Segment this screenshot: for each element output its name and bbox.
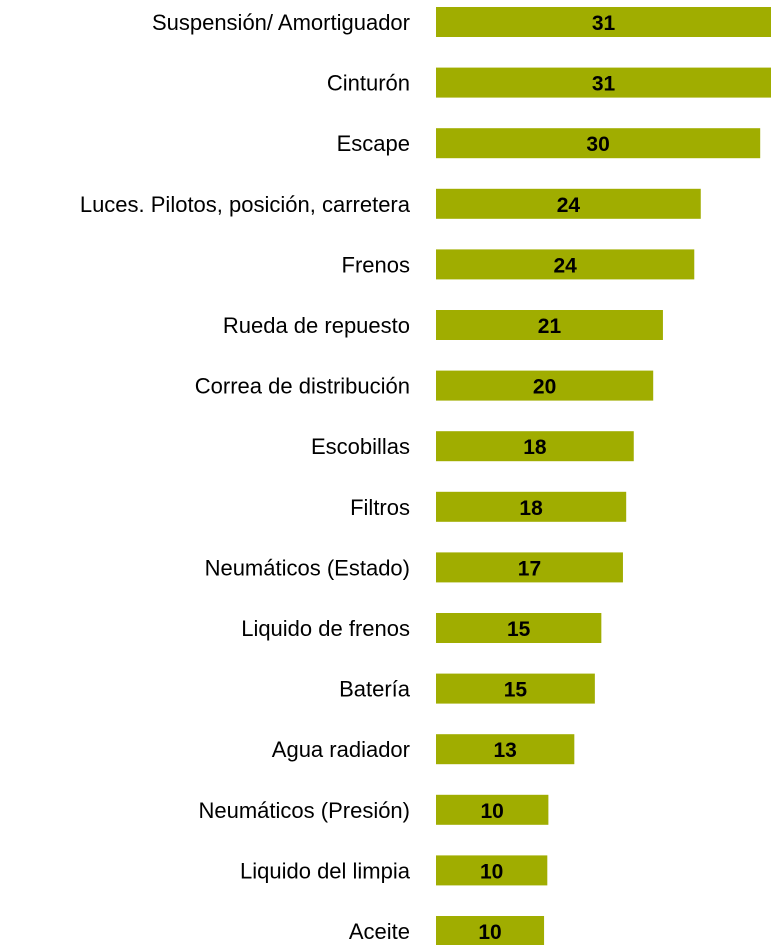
- bar: [436, 673, 595, 704]
- bars: [436, 7, 771, 945]
- bar-value-label: 24: [553, 254, 577, 277]
- bar-value-label: 10: [480, 860, 503, 883]
- bar: [436, 613, 602, 643]
- bar-value-label: 10: [478, 921, 501, 944]
- bar-value-label: 13: [493, 739, 516, 762]
- bar-value-label: 20: [533, 376, 556, 399]
- bar: [436, 855, 548, 886]
- bar-value-label: 31: [592, 12, 616, 35]
- bar: [436, 734, 575, 765]
- category-label: Agua radiador: [272, 737, 410, 762]
- category-label: Aceite: [349, 919, 410, 944]
- bar-value-label: 15: [504, 679, 528, 702]
- bar: [436, 552, 623, 583]
- bar-value-label: 17: [518, 557, 541, 580]
- bar: [436, 916, 545, 945]
- bar-value-label: 18: [519, 497, 543, 520]
- bar: [436, 794, 549, 825]
- category-label: Neumáticos (Presión): [198, 798, 410, 823]
- category-label: Suspensión/ Amortiguador: [152, 10, 410, 35]
- bar: [436, 188, 701, 219]
- bar: [436, 7, 771, 37]
- bar: [436, 67, 771, 98]
- bar-value-label: 30: [586, 133, 609, 156]
- bar: [436, 128, 761, 159]
- category-label: Correa de distribución: [195, 374, 410, 399]
- bar-value-label: 18: [523, 436, 547, 459]
- category-label: Escape: [337, 131, 410, 156]
- category-label: Cinturón: [327, 71, 410, 96]
- bar-value-label: 24: [557, 194, 581, 217]
- category-label: Liquido de frenos: [241, 616, 410, 641]
- category-label: Luces. Pilotos, posición, carretera: [80, 192, 411, 217]
- bar: [436, 491, 627, 522]
- category-labels: Suspensión/ Amortiguador Cinturón Escape Lu…: [80, 10, 411, 944]
- bar: [436, 249, 695, 280]
- category-label: Escobillas: [311, 434, 410, 459]
- bar: [436, 310, 663, 340]
- category-label: Liquido del limpia: [240, 858, 411, 883]
- bar: [436, 370, 654, 401]
- bar: [436, 431, 634, 462]
- category-label: Neumáticos (Estado): [205, 555, 410, 580]
- category-label: Frenos: [342, 252, 410, 277]
- category-label: Batería: [339, 677, 411, 702]
- category-label: Rueda de repuesto: [223, 313, 410, 338]
- bar-value-label: 15: [507, 618, 531, 641]
- bar-value-label: 21: [538, 315, 562, 338]
- value-labels: 31 31 30 24 24 21 20 18 18 17 15 15 13 10 10 10: [478, 12, 615, 944]
- category-label: Filtros: [350, 495, 410, 520]
- bar-value-label: 10: [481, 800, 504, 823]
- bar-value-label: 31: [592, 73, 616, 96]
